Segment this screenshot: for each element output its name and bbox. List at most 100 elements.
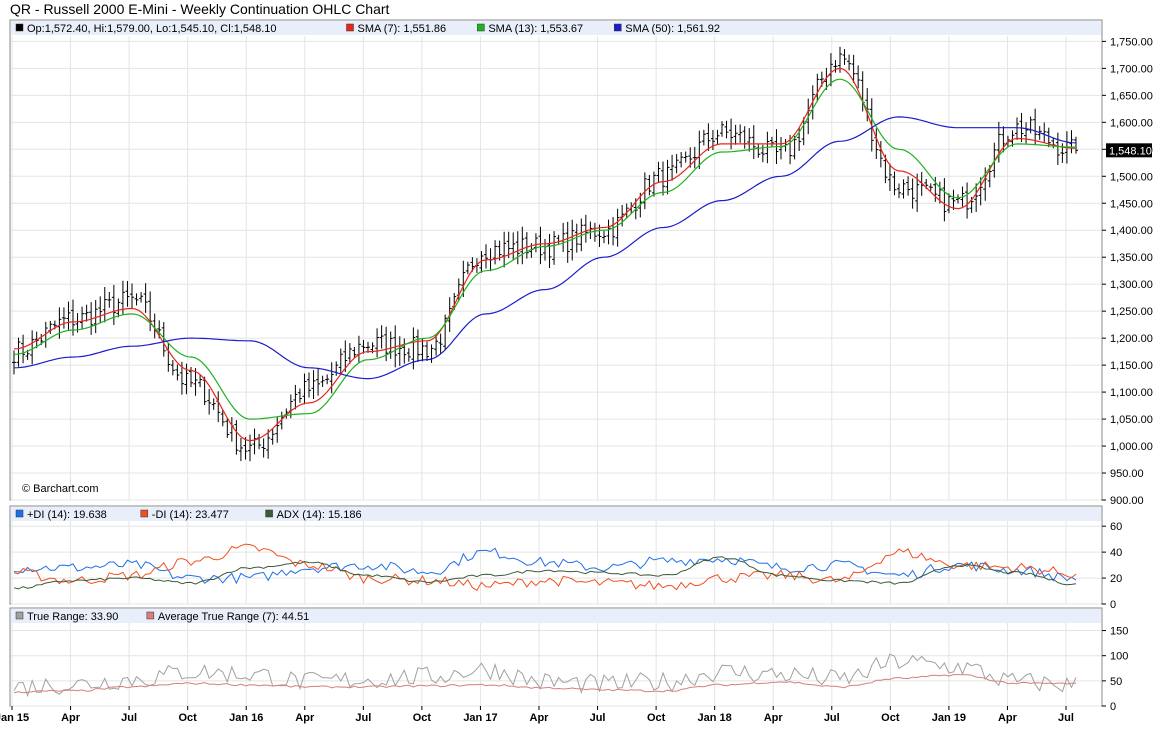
ohlc-bar (1033, 108, 1038, 146)
ohlc-bar (928, 183, 933, 191)
ohlc-bar (1055, 132, 1060, 165)
x-tick-label: Jan 16 (229, 712, 263, 724)
legend-swatch (346, 23, 354, 32)
ohlc-bar (111, 284, 116, 326)
ohlc-bar (552, 231, 557, 265)
ohlc-bar (661, 161, 665, 196)
ohlc-bar (80, 306, 85, 330)
ohlc-bar (715, 129, 720, 145)
ohlc-bar (202, 376, 207, 406)
ohlc-bar (1010, 130, 1015, 147)
x-tick-label: Apr (295, 712, 315, 724)
x-tick-label: Jul (1058, 712, 1074, 724)
ohlc-bar (84, 304, 89, 322)
ohlc-bar (238, 437, 243, 462)
ohlc-bar (897, 183, 901, 199)
ohlc-bar (465, 261, 470, 275)
ohlc-bar (316, 367, 321, 396)
ohlc-bar (302, 373, 307, 405)
x-tick-label: Jan 17 (463, 712, 497, 724)
ohlc-bar (847, 54, 852, 71)
legend-label: +DI (14): 19.638 (27, 509, 107, 521)
price-series-group (12, 46, 1078, 462)
ohlc-bar (679, 151, 684, 168)
ohlc-bar (379, 325, 384, 349)
true-range-line (13, 653, 1077, 698)
ohlc-bar (665, 159, 670, 195)
ohlc-bar (606, 219, 611, 245)
ohlc-bar (493, 240, 498, 265)
y-tick-label: 1,350.00 (1110, 252, 1153, 264)
ohlc-bar (479, 251, 484, 273)
ohlc-bar (434, 334, 439, 356)
ohlc-bar (388, 331, 393, 359)
ohlc-bar (107, 291, 112, 308)
y-tick-label: 0 (1110, 599, 1116, 611)
ohlc-bar (856, 65, 861, 89)
ohlc-bar (207, 388, 212, 415)
ohlc-bar (842, 49, 847, 65)
ohlc-bar (833, 60, 838, 73)
y-tick-label: 1,250.00 (1110, 306, 1153, 318)
dmi-legend-band (11, 507, 1101, 521)
ohlc-bar (883, 154, 888, 184)
y-tick-label: 1,650.00 (1110, 90, 1153, 102)
sma50-line (13, 116, 1077, 380)
y-tick-label: 50 (1110, 676, 1122, 688)
ohlc-bar (148, 291, 153, 332)
ohlc-bar (1015, 117, 1019, 140)
y-tick-label: 1,450.00 (1110, 198, 1153, 210)
ohlc-bar (615, 208, 620, 247)
ohlc-bar (443, 314, 448, 350)
ohlc-bar (243, 437, 248, 460)
ohlc-bar (946, 193, 951, 214)
ohlc-bar (951, 189, 956, 210)
ohlc-bar (184, 363, 189, 395)
legend-label: Op:1,572.40, Hi:1,579.00, Lo:1,545.10, C… (27, 23, 277, 35)
adx-line (13, 556, 1077, 590)
ohlc-bar (415, 329, 420, 362)
ohlc-bar (733, 124, 738, 145)
ohlc-bar (361, 339, 366, 354)
atr-series-group (13, 653, 1077, 698)
legend-label: SMA (7): 1,551.86 (358, 23, 447, 35)
legend-label: SMA (13): 1,553.67 (488, 23, 583, 35)
ohlc-bar (402, 338, 407, 364)
ohlc-bar (143, 283, 148, 313)
sma7-line (13, 68, 1077, 442)
ohlc-bar (751, 125, 756, 160)
x-tick-label: Jul (590, 712, 606, 724)
y-tick-label: 900.00 (1110, 495, 1144, 507)
ohlc-bar (325, 374, 330, 385)
minus-di-line (13, 543, 1077, 591)
ohlc-bar (942, 178, 947, 222)
ohlc-bar (193, 368, 198, 396)
legend-swatch (265, 509, 273, 518)
ohlc-bar (683, 151, 688, 163)
legend-swatch (15, 611, 24, 620)
ohlc-bar (901, 179, 906, 199)
ohlc-bar (656, 161, 661, 183)
ohlc-bar (747, 128, 752, 152)
ohlc-bar (343, 340, 348, 373)
ohlc-bar (579, 218, 584, 252)
ohlc-bar (420, 339, 425, 362)
ohlc-bar (583, 214, 588, 243)
ohlc-bar (670, 154, 675, 181)
x-tick-label: Oct (178, 712, 197, 724)
x-tick-label: Apr (530, 712, 550, 724)
ohlc-bar (878, 140, 883, 168)
ohlc-bar (161, 322, 166, 357)
ohlc-bar (66, 301, 71, 330)
ohlc-bar (61, 307, 66, 329)
ohlc-bar (484, 244, 488, 269)
y-axes: 1,750.001,700.001,650.001,600.001,550.00… (1102, 36, 1153, 713)
x-tick-label: Jan 19 (932, 712, 966, 724)
ohlc-bar (974, 183, 979, 212)
legend-swatch (614, 23, 622, 32)
x-tick-label: Apr (61, 712, 81, 724)
ohlc-bar (461, 260, 466, 298)
ohlc-bar (311, 370, 316, 400)
ohlc-bar (574, 223, 579, 253)
y-tick-label: 1,700.00 (1110, 63, 1153, 75)
